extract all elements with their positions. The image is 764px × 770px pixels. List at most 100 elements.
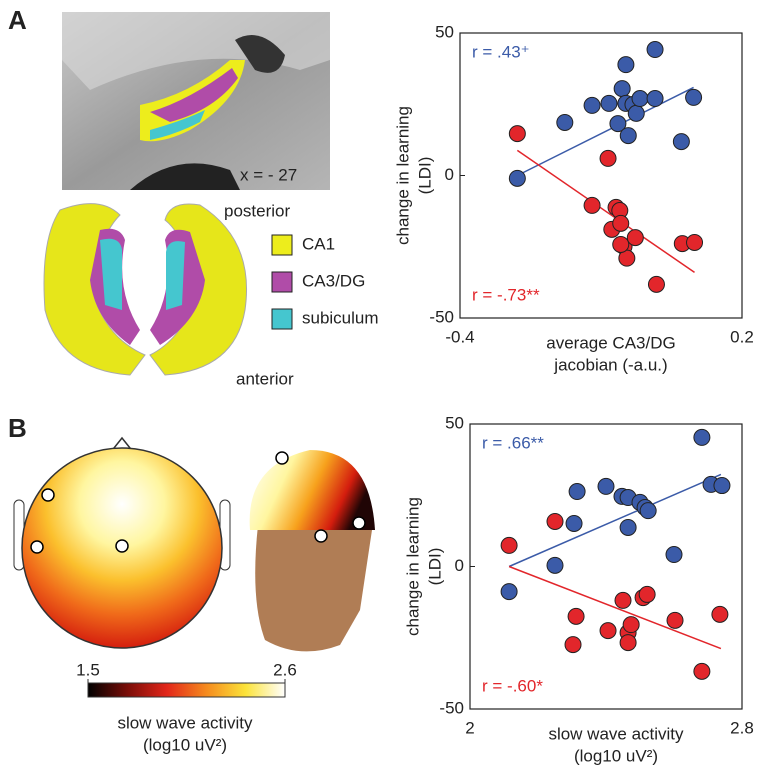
y-tick-label: 0 (455, 556, 464, 575)
y-axis-label: change in learning (403, 497, 422, 636)
data-point (609, 115, 627, 133)
data-point (619, 634, 637, 652)
data-point (693, 662, 711, 680)
fit-line (508, 473, 722, 568)
data-point (617, 56, 635, 74)
mri-coordinate: x = - 27 (240, 165, 297, 184)
x-tick-label: 2 (465, 718, 474, 737)
panel-label: A (8, 5, 27, 35)
data-point (631, 90, 649, 108)
data-point (597, 477, 615, 495)
panel-label: B (8, 413, 27, 443)
electrode (41, 488, 55, 502)
correlation-label: r = .66** (482, 433, 544, 452)
data-point (646, 41, 664, 59)
x-axis-label: jacobian (-a.u.) (553, 355, 667, 374)
data-point (666, 611, 684, 629)
y-tick-label: -50 (429, 307, 454, 326)
electrode (352, 516, 366, 530)
legend-swatch (271, 234, 293, 256)
data-point (622, 616, 640, 634)
y-axis-label: change in learning (393, 106, 412, 245)
electrode (275, 451, 289, 465)
legend-swatch (271, 308, 293, 330)
data-point (546, 512, 564, 530)
x-tick-label: 0.2 (730, 327, 754, 346)
mri-subiculum (150, 110, 205, 140)
orientation-label: anterior (236, 369, 294, 388)
colorbar-tick-label: 2.6 (273, 660, 297, 679)
colorbar (87, 682, 286, 698)
data-point (646, 90, 664, 108)
data-point (564, 636, 582, 654)
x-axis-label: slow wave activity (548, 724, 684, 743)
x-axis-label: (log10 uV²) (574, 746, 658, 765)
fit-line (508, 565, 722, 650)
electrode (115, 539, 129, 553)
mri-cerebellum (130, 163, 240, 190)
data-point (583, 96, 601, 114)
electrode (314, 529, 328, 543)
data-point (508, 169, 526, 187)
plot-frame (459, 32, 743, 319)
data-point (685, 88, 703, 106)
y-axis-label: (LDI) (415, 157, 434, 195)
mri-tissue (62, 12, 330, 90)
y-tick-label: -50 (439, 698, 464, 717)
legend-label: CA3/DG (302, 271, 365, 290)
fit-line (516, 149, 695, 274)
electrode (30, 540, 44, 554)
legend-label: CA1 (302, 234, 335, 253)
data-point (711, 605, 729, 623)
data-point (508, 125, 526, 143)
head-face (255, 525, 372, 652)
correlation-label: r = .43⁺ (472, 42, 530, 61)
data-point (639, 502, 657, 520)
data-point (599, 149, 617, 167)
data-point (713, 477, 731, 495)
data-point (583, 196, 601, 214)
data-point (613, 80, 631, 98)
data-point (672, 133, 690, 151)
data-point (556, 113, 574, 131)
data-point (565, 514, 583, 532)
data-point (693, 428, 711, 446)
data-point (638, 585, 656, 603)
data-point (568, 483, 586, 501)
data-point (612, 235, 630, 253)
orientation-label: posterior (224, 201, 290, 220)
y-tick-label: 50 (435, 22, 454, 41)
data-point (619, 518, 637, 536)
data-point (600, 94, 618, 112)
correlation-label: r = -.73** (472, 285, 540, 304)
subiculum-right (166, 241, 185, 310)
y-tick-label: 50 (445, 413, 464, 432)
correlation-label: r = -.60* (482, 676, 543, 695)
data-point (614, 591, 632, 609)
colorbar-label: (log10 uV²) (143, 735, 227, 754)
fit-line (517, 86, 694, 177)
x-tick-label: -0.4 (445, 327, 474, 346)
mri-ventricle (235, 35, 285, 73)
legend-swatch (271, 271, 293, 293)
data-point (500, 583, 518, 601)
data-point (647, 275, 665, 293)
data-point (567, 607, 585, 625)
data-point (665, 546, 683, 564)
data-point (619, 127, 637, 145)
colorbar-tick-label: 1.5 (76, 660, 100, 679)
data-point (626, 229, 644, 247)
data-point (686, 233, 704, 251)
data-point (599, 622, 617, 640)
mri-ca3 (150, 68, 238, 122)
data-point (500, 536, 518, 554)
subiculum-left (100, 238, 122, 310)
x-axis-label: average CA3/DG (546, 333, 675, 352)
y-axis-label: (LDI) (425, 548, 444, 586)
legend-label: subiculum (302, 308, 379, 327)
data-point (612, 214, 630, 232)
data-point (546, 556, 564, 574)
head-scalp (249, 450, 375, 530)
x-tick-label: 2.8 (730, 718, 754, 737)
